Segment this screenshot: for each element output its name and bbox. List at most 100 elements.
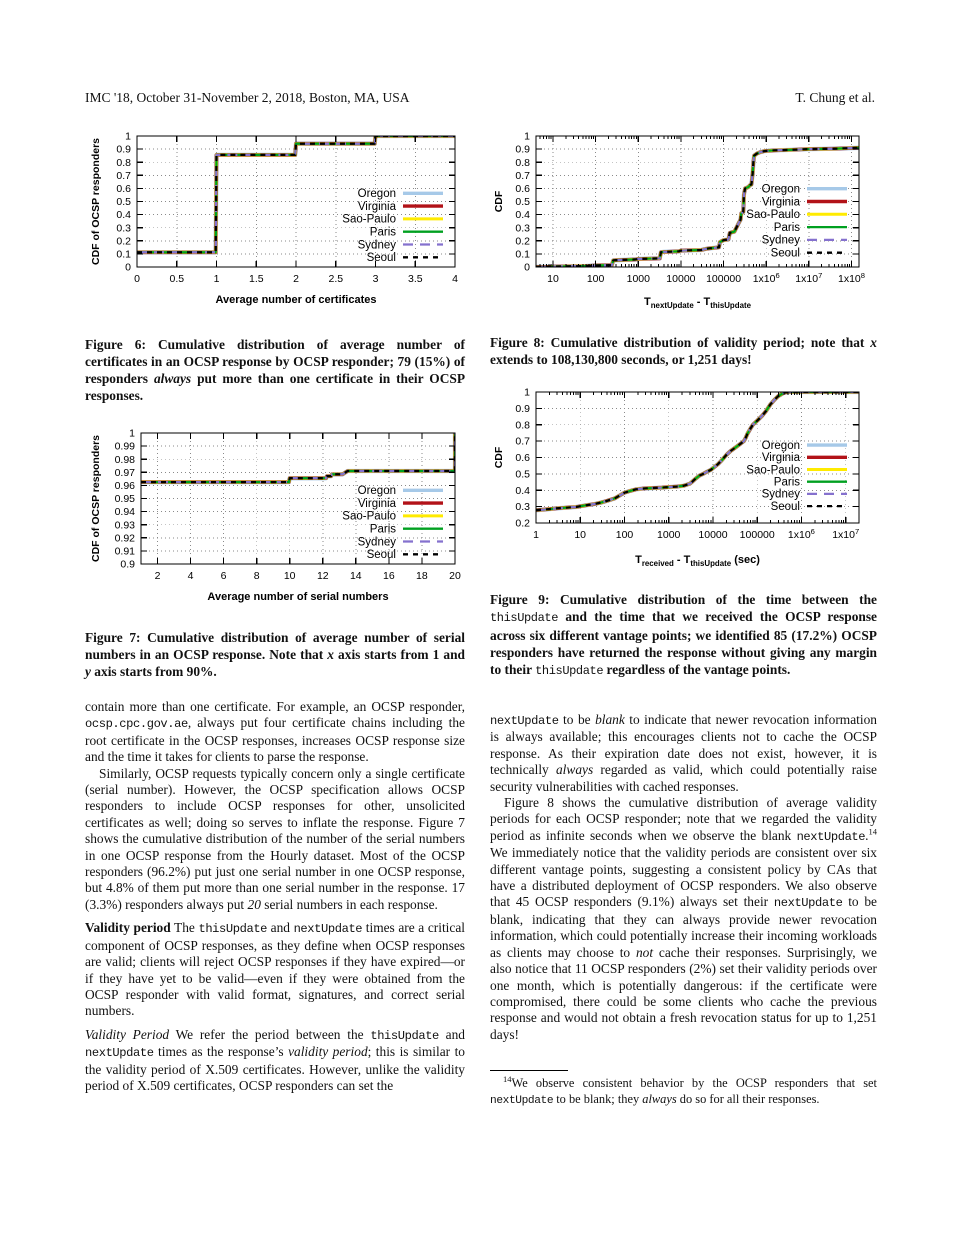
series-Seoul: [536, 392, 859, 512]
axes: [140, 432, 456, 565]
text-span: cache their responses. Surprisingly, we …: [490, 944, 877, 1042]
body-left-column: contain more than one certificate. For e…: [85, 699, 465, 1094]
x-axis-label: TnextUpdate - TthisUpdate: [644, 296, 752, 310]
svg-text:Sao-Paulo: Sao-Paulo: [746, 464, 800, 476]
svg-text:1000: 1000: [657, 529, 681, 541]
figure6-caption: Figure 6: Cumulative distribution of ave…: [85, 336, 465, 404]
svg-text:1: 1: [524, 131, 530, 143]
series-Oregon: [141, 433, 455, 485]
svg-text:0.91: 0.91: [115, 546, 136, 558]
text-span: and: [438, 1026, 465, 1042]
axes: [535, 391, 860, 524]
series-Virginia: [141, 433, 455, 484]
paragraph: Similarly, OCSP requests typically conce…: [85, 766, 465, 914]
y-axis-label: CDF: [493, 446, 505, 468]
x-axis-label: Average number of serial numbers: [207, 591, 388, 603]
svg-text:Oregon: Oregon: [358, 485, 396, 497]
series-Sao-Paulo: [536, 392, 859, 512]
svg-text:0.9: 0.9: [515, 144, 530, 156]
svg-text:Sydney: Sydney: [762, 489, 801, 501]
svg-text:0.5: 0.5: [515, 196, 530, 208]
svg-text:14: 14: [350, 570, 362, 582]
svg-text:0.93: 0.93: [115, 519, 136, 531]
footnote-text: 14We observe consistent behavior by the …: [490, 1073, 877, 1109]
svg-text:0.6: 0.6: [116, 183, 131, 195]
text-span: to be blank; they: [553, 1091, 643, 1106]
svg-text:10000: 10000: [698, 529, 727, 541]
text-span: do so for all their responses.: [676, 1091, 820, 1106]
axes: [136, 135, 456, 268]
text-span: times as the response’s: [153, 1044, 289, 1060]
svg-text:0.1: 0.1: [515, 249, 530, 261]
text-span: to be: [558, 712, 596, 727]
svg-text:0.95: 0.95: [115, 493, 136, 505]
text-span: Figure 8 shows the cumulative distributi…: [490, 795, 877, 843]
footnote: 14We observe consistent behavior by the …: [490, 1070, 877, 1109]
svg-text:2.5: 2.5: [328, 273, 343, 285]
svg-text:1.5: 1.5: [249, 273, 264, 285]
svg-text:100: 100: [616, 529, 634, 541]
paragraph: nextUpdate to be blank to indicate that …: [490, 712, 877, 795]
svg-text:0.8: 0.8: [116, 157, 131, 169]
text-span: extends to 108,130,800 seconds, or 1,251…: [490, 352, 752, 368]
figure8-caption: Figure 8: Cumulative distribution of val…: [490, 334, 877, 368]
svg-text:0.97: 0.97: [115, 467, 136, 479]
svg-text:8: 8: [254, 570, 260, 582]
svg-text:0.9: 0.9: [120, 559, 135, 571]
figure6-chart: 0 0.5 1 1.5 2 2.5 3 3.5 4 0 0.1 0.2 0.3 0.4 0.5 0.6 0.7 0…: [85, 127, 465, 314]
text-span: validity period: [288, 1044, 368, 1060]
paragraph: Figure 8 shows the cumulative distributi…: [490, 795, 877, 1043]
tick-labels: 2 4 6 8 10 12 14 16 18 200.90.910.920.930.940.950…: [115, 428, 461, 582]
text-span: x: [870, 335, 877, 351]
y-axis-label: CDF: [493, 190, 505, 212]
svg-text:0.2: 0.2: [515, 235, 530, 247]
text-span: 14: [868, 826, 878, 837]
svg-text:4: 4: [452, 273, 458, 285]
x-axis-label: Average number of certificates: [216, 294, 377, 306]
text-span: y: [85, 664, 91, 680]
text-span: Figure 7: Cumulative distribution of ave…: [85, 630, 465, 663]
svg-text:0.3: 0.3: [116, 222, 131, 234]
text-span: and: [267, 920, 294, 936]
svg-text:10: 10: [574, 529, 586, 541]
text-span: We refer the period between the: [169, 1026, 371, 1042]
svg-text:0.5: 0.5: [116, 196, 131, 208]
text-span: We immediately notice that the validity …: [490, 845, 877, 910]
text-span: Validity period: [85, 920, 171, 936]
series-group: [141, 433, 455, 485]
svg-text:0: 0: [125, 262, 131, 274]
text-span: ocsp.cpc.gov.ae: [85, 717, 188, 732]
series-Seoul: [536, 146, 859, 267]
svg-text:Sao-Paulo: Sao-Paulo: [342, 511, 396, 523]
footnote-body: We observe consistent behavior by the OC…: [490, 1076, 877, 1107]
svg-text:0.7: 0.7: [515, 436, 530, 448]
text-span: contain more than one certificate. For e…: [85, 699, 465, 714]
figure9-caption: Figure 9: Cumulative distribution of the…: [490, 591, 877, 680]
svg-text:0.5: 0.5: [169, 273, 184, 285]
body-right-column: nextUpdate to be blank to indicate that …: [490, 712, 877, 1043]
series-Sao-Paulo: [141, 433, 455, 484]
text-span: nextUpdate: [796, 829, 866, 844]
svg-text:0.7: 0.7: [116, 170, 131, 182]
svg-text:1x106: 1x106: [788, 527, 815, 541]
svg-text:Sao-Paulo: Sao-Paulo: [746, 209, 800, 221]
axes: [535, 135, 860, 268]
svg-text:0.96: 0.96: [115, 480, 136, 492]
text-span: thisUpdate: [535, 664, 604, 679]
footnote-marker: 14: [503, 1073, 512, 1084]
svg-text:0.4: 0.4: [515, 209, 530, 221]
svg-text:Virginia: Virginia: [762, 452, 801, 464]
svg-text:0.1: 0.1: [116, 249, 131, 261]
svg-text:10: 10: [547, 273, 559, 285]
text-span: Figure 8: Cumulative distribution of val…: [490, 335, 871, 351]
svg-text:0.5: 0.5: [515, 469, 530, 481]
x-axis-label: Treceived - TthisUpdate (sec): [635, 554, 760, 568]
figure9-chart: 1 10 100 1000 10000 100000 1x106 1x107 0.2 0.3 0.4…: [490, 383, 877, 574]
svg-text:Oregon: Oregon: [762, 184, 800, 196]
svg-text:0.7: 0.7: [515, 170, 530, 182]
svg-text:1000: 1000: [627, 273, 651, 285]
svg-text:Seoul: Seoul: [367, 252, 396, 264]
